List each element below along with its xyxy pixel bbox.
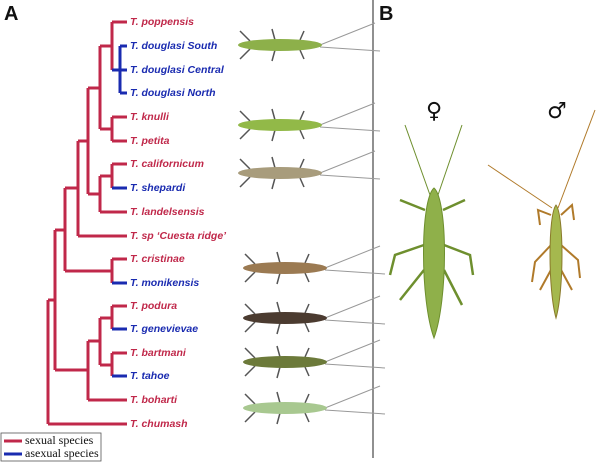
taxon-label: T. californicum [130,158,204,170]
taxon-label: T. boharti [130,394,178,406]
taxon-label: T. chumash [130,418,188,430]
insect-photo [242,385,386,425]
tree-sexual-branches [46,20,127,426]
tree-asexual-branches [112,44,127,378]
insect-photo [237,22,381,62]
taxon-label: T. monikensis [130,277,199,289]
male-symbol: ♂ [547,99,567,124]
taxon-label: T. poppensis [130,16,194,28]
taxon-label: T. genevievae [130,323,198,335]
taxon-label: T. douglasi South [130,40,217,52]
insect-photo [237,102,381,142]
legend-label: asexual species [25,446,99,460]
taxon-label: T. tahoe [130,370,170,382]
panel-label: A [4,3,18,25]
taxon-label: T. sp ‘Cuesta ridge’ [130,230,227,242]
taxon-label: T. landelsensis [130,206,205,218]
panel-label: B [379,3,393,25]
insect-photo [242,245,386,285]
taxon-label: T. cristinae [130,253,185,265]
taxon-label: T. shepardi [130,182,186,194]
female-insect [388,124,475,340]
male-insect [487,109,596,320]
legend-label: sexual species [25,433,94,447]
taxon-label: T. bartmani [130,347,187,359]
taxon-label: T. douglasi North [130,87,216,99]
taxon-label: T. petita [130,135,170,147]
legend-box [0,432,102,462]
insect-photo [237,150,381,190]
taxon-label: T. douglasi Central [130,64,225,76]
insect-photo [242,339,386,379]
taxon-label: T. knulli [130,111,170,123]
insect-photo [242,295,386,335]
female-symbol: ♀ [426,99,442,124]
taxon-label: T. podura [130,300,177,312]
